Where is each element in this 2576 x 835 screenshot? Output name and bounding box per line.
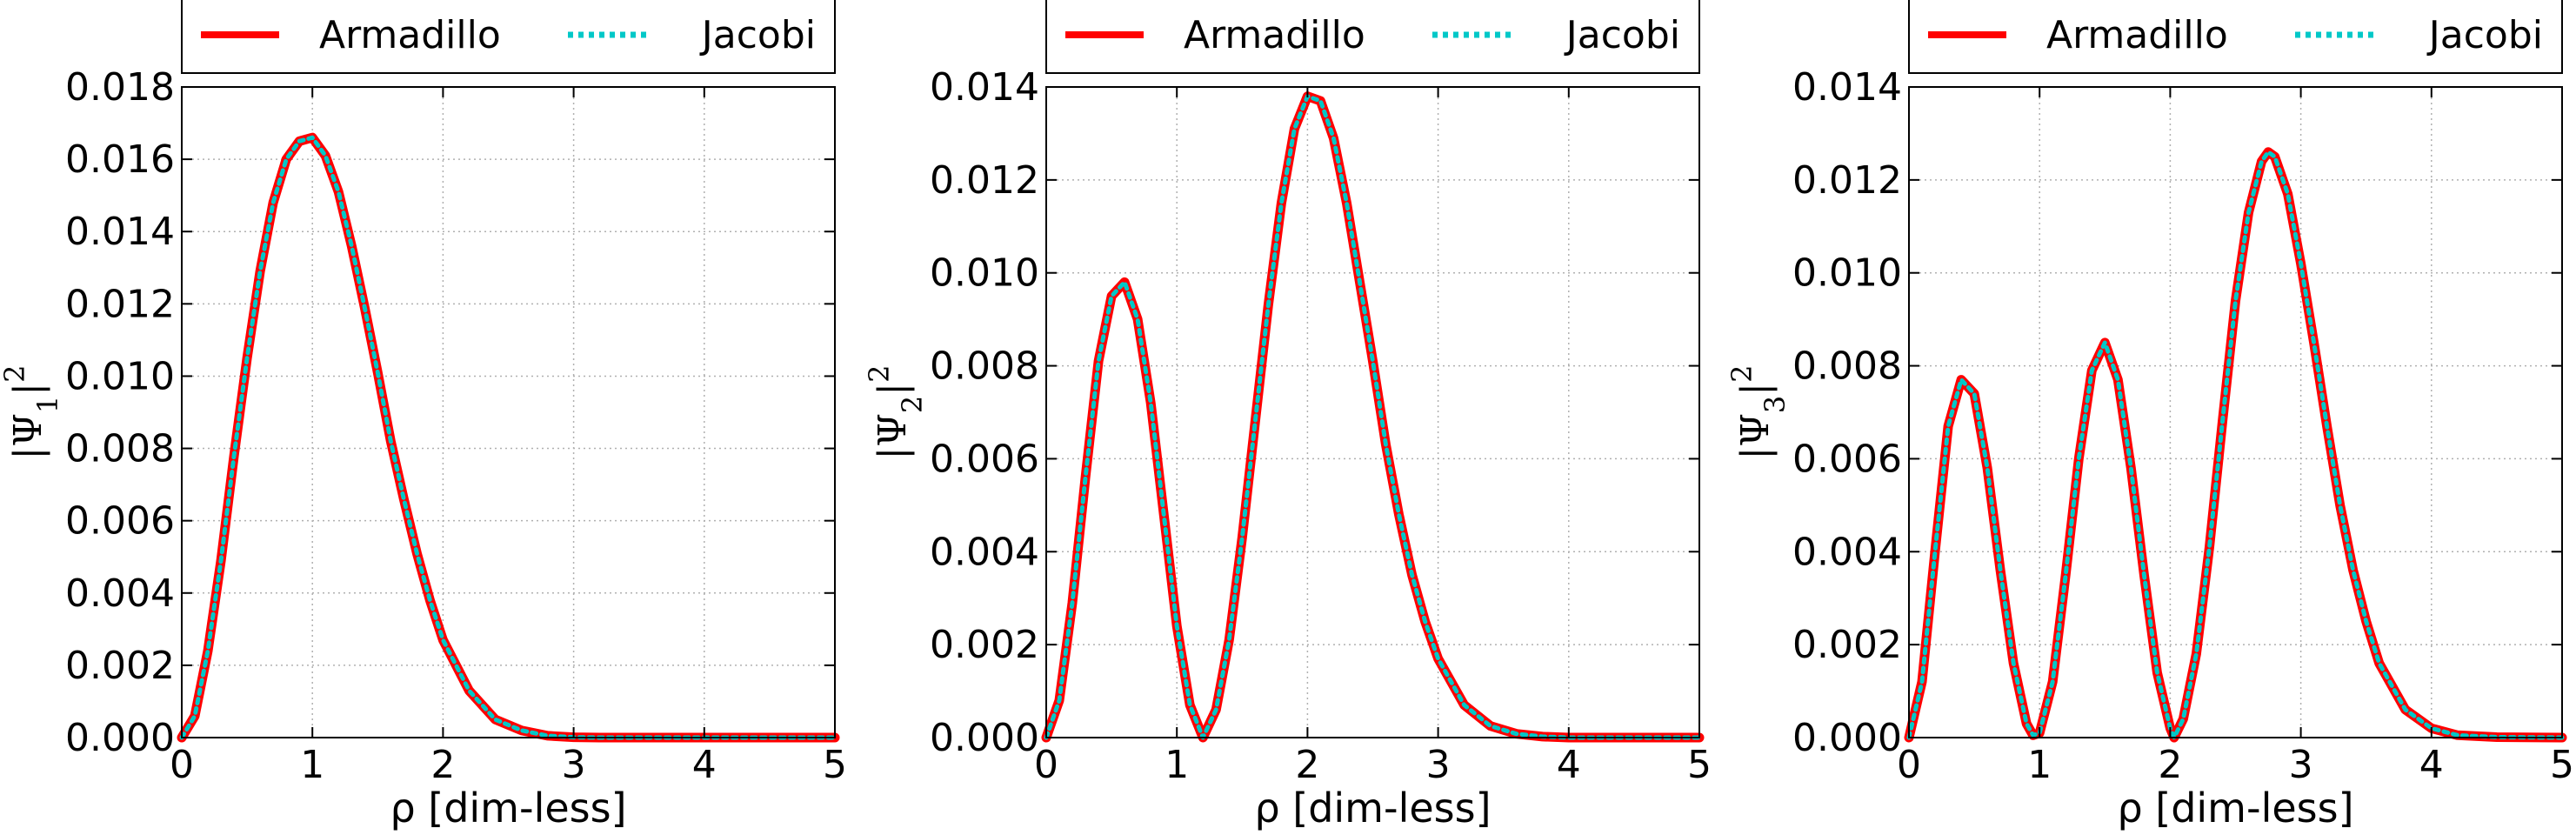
x-tick-label: 1 — [300, 743, 324, 787]
x-tick-label: 2 — [2158, 743, 2182, 787]
legend-label-jacobi: Jacobi — [699, 13, 816, 57]
y-axis-label: |Ψ3|2 — [1725, 365, 1792, 460]
x-tick-label: 5 — [2550, 743, 2574, 787]
y-axis-label-bar: | — [6, 383, 50, 396]
y-axis-label-main: |Ψ — [871, 413, 915, 459]
y-tick-label: 0.004 — [930, 530, 1039, 574]
x-tick-label: 5 — [823, 743, 847, 787]
y-tick-label: 0.008 — [930, 344, 1039, 389]
series-line-armadillo — [1041, 91, 1705, 743]
y-tick-label: 0.010 — [930, 251, 1039, 296]
chart-panel-1: 0 1 2 3 4 50.0000.0020.0040.0060.0080.0100.01… — [0, 0, 847, 832]
y-axis-label-bar: | — [1733, 383, 1778, 396]
y-tick-label: 0.002 — [65, 644, 175, 688]
x-tick-label: 0 — [1897, 743, 1921, 787]
legend-box — [181, 0, 836, 74]
plot-frame — [1908, 86, 2563, 738]
y-axis-label-main: |Ψ — [6, 413, 50, 459]
y-tick-label: 0.000 — [65, 716, 175, 760]
legend: Armadillo Jacobi — [1908, 0, 2563, 74]
y-tick-label: 0.008 — [1792, 344, 1902, 389]
x-tick-label: 4 — [1557, 743, 1581, 787]
y-axis-label: |Ψ2|2 — [863, 365, 929, 460]
y-tick-label: 0.018 — [65, 65, 175, 110]
legend-box — [1908, 0, 2563, 74]
legend-label-armadillo: Armadillo — [319, 13, 501, 57]
y-tick-label: 0.000 — [930, 716, 1039, 760]
y-tick-label: 0.002 — [930, 623, 1039, 667]
y-tick-label: 0.004 — [1792, 530, 1902, 574]
y-tick-label: 0.006 — [65, 499, 175, 544]
y-tick-label: 0.002 — [1792, 623, 1902, 667]
y-tick-label: 0.012 — [65, 282, 175, 326]
plot-frame — [1045, 86, 1700, 738]
plot-frame — [181, 86, 836, 738]
y-tick-label: 0.014 — [65, 210, 175, 254]
x-tick-label: 5 — [1687, 743, 1712, 787]
series-line-armadillo — [1904, 147, 2567, 743]
y-axis-label-bar: | — [871, 383, 915, 396]
legend-label-jacobi: Jacobi — [2426, 13, 2543, 57]
series-line-jacobi — [179, 135, 838, 740]
y-tick-label: 0.008 — [65, 427, 175, 471]
y-tick-label: 0.010 — [65, 354, 175, 398]
legend-label-armadillo: Armadillo — [1184, 13, 1365, 57]
x-tick-label: 0 — [1034, 743, 1058, 787]
y-axis-label-main: |Ψ — [1733, 413, 1778, 459]
legend: Armadillo Jacobi — [181, 0, 836, 74]
y-axis-label-subscript: 3 — [1758, 396, 1792, 413]
y-tick-label: 0.014 — [1792, 65, 1902, 110]
series-line-jacobi — [1044, 94, 1702, 740]
legend: Armadillo Jacobi — [1045, 0, 1700, 74]
x-tick-label: 4 — [2419, 743, 2444, 787]
y-tick-label: 0.006 — [930, 437, 1039, 481]
legend-box — [1045, 0, 1700, 74]
y-axis-label-superscript: 2 — [863, 365, 896, 383]
chart-panel-2: 0 1 2 3 4 5 0.000 0.002 0.004 0.006 0.008 0.010 0.01… — [863, 0, 1712, 832]
y-axis-label-superscript: 2 — [0, 365, 31, 383]
y-axis-label-superscript: 2 — [1725, 365, 1758, 383]
x-tick-label: 2 — [430, 743, 455, 787]
y-axis-label-subscript: 1 — [31, 396, 64, 413]
x-axis-label: ρ [dim-less] — [390, 785, 626, 832]
x-tick-label: 2 — [1295, 743, 1319, 787]
y-axis-label-subscript: 2 — [896, 396, 929, 413]
x-tick-label: 0 — [170, 743, 194, 787]
x-tick-label: 3 — [1426, 743, 1451, 787]
legend-label-jacobi: Jacobi — [1564, 13, 1680, 57]
legend-label-armadillo: Armadillo — [2046, 13, 2228, 57]
y-axis-label: |Ψ1|2 — [0, 365, 64, 460]
y-tick-label: 0.014 — [930, 65, 1039, 110]
x-tick-label: 3 — [2289, 743, 2313, 787]
y-tick-label: 0.000 — [1792, 716, 1902, 760]
y-tick-label: 0.010 — [1792, 251, 1902, 296]
x-axis-label: ρ [dim-less] — [1254, 785, 1491, 832]
x-tick-label: 1 — [1165, 743, 1189, 787]
x-tick-label: 4 — [692, 743, 717, 787]
x-tick-label: 3 — [562, 743, 586, 787]
y-tick-label: 0.016 — [65, 137, 175, 182]
y-tick-label: 0.012 — [1792, 158, 1902, 203]
y-tick-label: 0.004 — [65, 571, 175, 616]
x-axis-label: ρ [dim-less] — [2117, 785, 2353, 832]
x-tick-label: 1 — [2027, 743, 2052, 787]
chart-panel-3: 0 1 2 3 4 50.0000.0020.0040.0060.0080.0100.01… — [1725, 0, 2574, 832]
y-tick-label: 0.006 — [1792, 437, 1902, 481]
y-tick-label: 0.012 — [930, 158, 1039, 203]
series-line-armadillo — [177, 132, 840, 743]
